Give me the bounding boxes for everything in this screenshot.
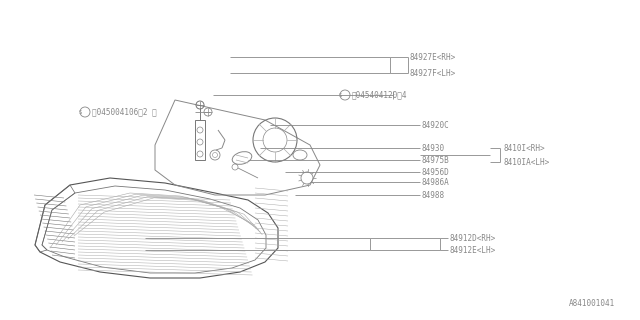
Text: 8410IA<LH>: 8410IA<LH>: [503, 157, 549, 166]
Text: 84920C: 84920C: [422, 121, 450, 130]
Text: 84975B: 84975B: [422, 156, 450, 164]
Text: 84988: 84988: [422, 190, 445, 199]
Text: Ⓢ045004106（2 ）: Ⓢ045004106（2 ）: [92, 108, 157, 116]
Text: 84986A: 84986A: [422, 178, 450, 187]
Text: S: S: [78, 109, 82, 115]
Text: 84927E<RH>: 84927E<RH>: [410, 52, 456, 61]
Text: A841001041: A841001041: [569, 299, 615, 308]
Text: Ⓢ045404120（4: Ⓢ045404120（4: [352, 91, 408, 100]
Text: 84927F<LH>: 84927F<LH>: [410, 68, 456, 77]
Text: 8410I<RH>: 8410I<RH>: [503, 143, 545, 153]
Text: 84930: 84930: [422, 143, 445, 153]
Text: 84956D: 84956D: [422, 167, 450, 177]
Text: 84912E<LH>: 84912E<LH>: [450, 245, 496, 254]
Text: S: S: [339, 92, 342, 98]
Text: 84912D<RH>: 84912D<RH>: [450, 234, 496, 243]
